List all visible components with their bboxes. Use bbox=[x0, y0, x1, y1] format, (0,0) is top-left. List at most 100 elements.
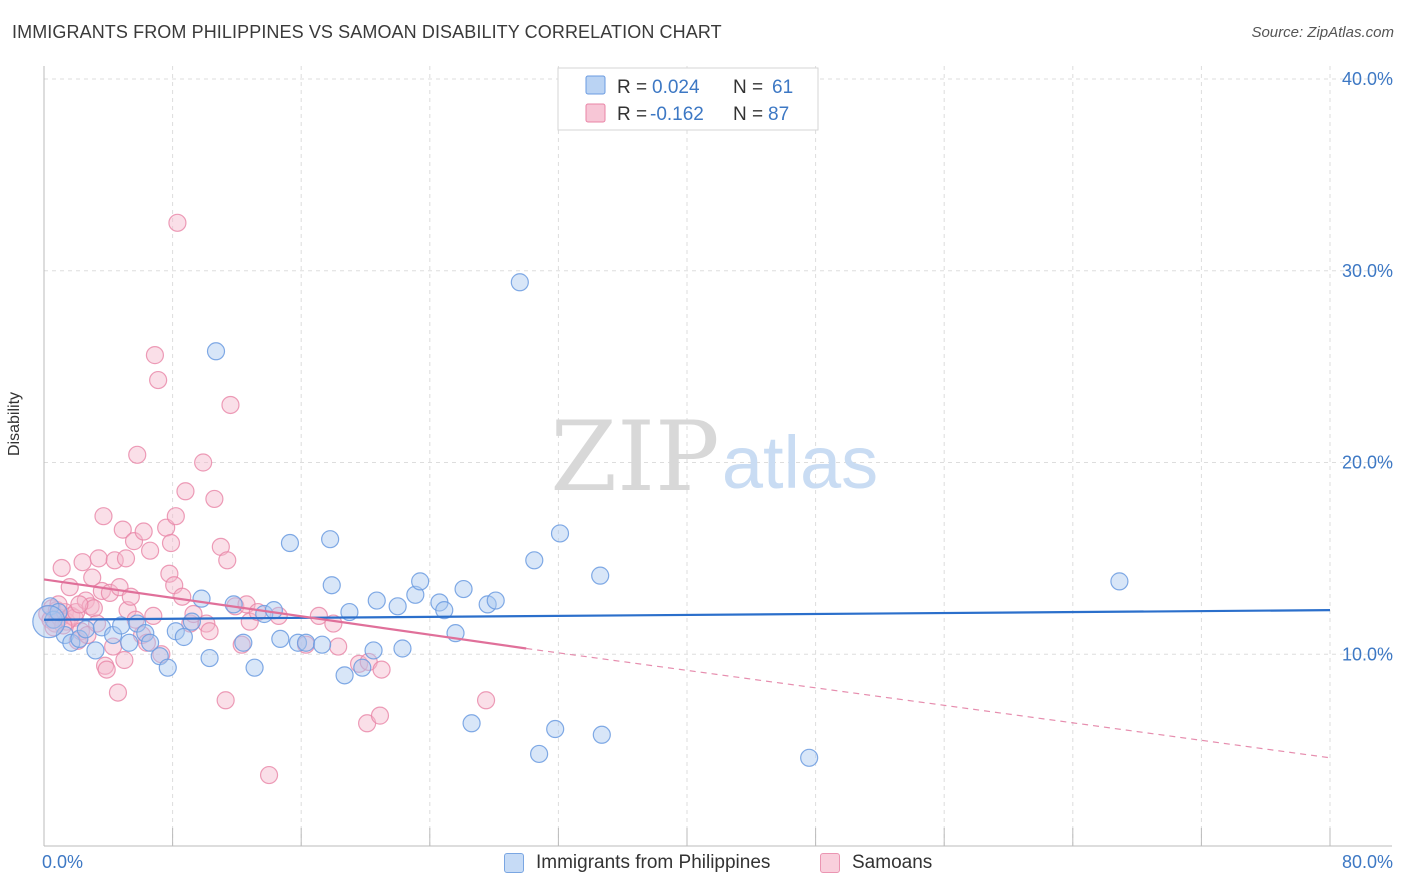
samoans-point bbox=[166, 507, 185, 526]
philippines-point bbox=[264, 601, 283, 620]
philippines-point bbox=[200, 648, 219, 668]
samoans-point bbox=[218, 551, 237, 570]
philippines-point bbox=[406, 585, 425, 604]
philippines-point bbox=[550, 524, 570, 543]
samoans-point bbox=[140, 541, 160, 560]
trend-lines bbox=[43, 578, 1331, 759]
philippines-point bbox=[462, 714, 481, 733]
watermark: ZIP atlas bbox=[550, 401, 878, 513]
samoans-point bbox=[73, 553, 92, 572]
philippines-point bbox=[486, 591, 505, 610]
philippines-point bbox=[364, 641, 383, 660]
philippines-point bbox=[174, 627, 193, 647]
philippines-point bbox=[112, 616, 131, 635]
samoans-point bbox=[97, 660, 116, 679]
samoans-point bbox=[205, 489, 224, 509]
philippines-point bbox=[388, 597, 407, 616]
philippines-point bbox=[182, 612, 201, 631]
legend-r-value: -0.162 bbox=[650, 104, 704, 125]
philippines-point bbox=[546, 719, 565, 739]
samoans-point bbox=[329, 637, 348, 656]
legend-swatch-pink bbox=[585, 103, 606, 123]
samoans-trend-line bbox=[43, 578, 527, 650]
y-tick-label: 40.0% bbox=[1342, 69, 1393, 89]
samoans-point bbox=[105, 551, 124, 570]
samoans-point bbox=[115, 650, 134, 670]
samoans-point bbox=[144, 606, 163, 626]
philippines-point bbox=[224, 595, 243, 614]
legend-item-samoans: Samoans bbox=[820, 852, 932, 874]
samoans-point bbox=[116, 549, 136, 568]
samoans-point bbox=[173, 587, 192, 606]
philippines-point bbox=[136, 624, 155, 643]
philippines-point bbox=[353, 658, 372, 677]
legend-r-value: 0.024 bbox=[652, 77, 700, 98]
y-tick-label: 30.0% bbox=[1342, 261, 1393, 281]
philippines-point bbox=[592, 725, 611, 744]
watermark-zip: ZIP bbox=[550, 401, 719, 513]
samoans-point bbox=[370, 706, 390, 725]
samoans-point bbox=[149, 370, 168, 390]
legend-r-label: R = bbox=[617, 104, 647, 125]
samoans-point bbox=[84, 599, 103, 618]
legend-top: R = 0.024 N = 61 R = -0.162 N = 87 bbox=[557, 67, 819, 131]
samoans-point bbox=[160, 564, 179, 583]
philippines-point bbox=[340, 602, 359, 622]
philippines-trend-line bbox=[43, 609, 1331, 621]
samoans-point bbox=[134, 522, 153, 541]
philippines-point bbox=[234, 633, 253, 652]
samoans-points bbox=[38, 213, 496, 785]
legend-n-label: N = bbox=[733, 104, 763, 125]
y-tick-label: 10.0% bbox=[1342, 644, 1393, 664]
philippines-point bbox=[271, 629, 290, 649]
philippines-point bbox=[70, 629, 89, 649]
legend-n-label: N = bbox=[733, 77, 763, 98]
legend-r-label: R = bbox=[617, 77, 647, 98]
gridlines bbox=[44, 66, 1392, 846]
philippines-point bbox=[206, 342, 226, 361]
philippines-point bbox=[140, 633, 160, 652]
chart-title: IMMIGRANTS FROM PHILIPPINES VS SAMOAN DI… bbox=[12, 22, 722, 42]
philippines-point bbox=[321, 530, 340, 549]
samoans-point bbox=[259, 765, 279, 785]
legend-label-philippines: Immigrants from Philippines bbox=[536, 852, 771, 873]
samoans-point bbox=[70, 595, 89, 614]
legend-swatch-blue bbox=[585, 75, 606, 95]
axes bbox=[43, 66, 1392, 847]
samoans-point bbox=[221, 395, 240, 415]
legend-swatch-blue bbox=[504, 853, 524, 873]
philippines-point bbox=[510, 273, 529, 292]
samoans-point bbox=[81, 597, 100, 616]
samoans-point bbox=[52, 558, 71, 578]
samoans-point bbox=[216, 691, 235, 710]
watermark-atlas: atlas bbox=[722, 421, 878, 504]
philippines-point bbox=[312, 635, 332, 654]
philippines-point bbox=[32, 605, 66, 639]
samoans-point bbox=[145, 346, 165, 365]
samoans-point bbox=[200, 622, 219, 641]
philippines-point bbox=[120, 633, 139, 652]
samoans-point bbox=[372, 660, 391, 679]
philippines-point bbox=[435, 601, 454, 620]
philippines-point bbox=[367, 591, 386, 610]
samoans-point bbox=[124, 532, 144, 551]
philippines-point bbox=[245, 658, 264, 677]
samoans-point bbox=[176, 482, 195, 501]
samoans-point bbox=[89, 549, 108, 568]
samoans-point bbox=[94, 507, 113, 526]
samoans-point bbox=[168, 213, 187, 232]
philippines-point bbox=[591, 566, 610, 585]
philippines-point bbox=[86, 641, 105, 660]
x-tick-label-max: 80.0% bbox=[1341, 852, 1393, 872]
philippines-point bbox=[296, 633, 316, 652]
philippines-points bbox=[32, 273, 1129, 767]
philippines-point bbox=[192, 589, 211, 608]
y-tick-label: 20.0% bbox=[1342, 453, 1393, 473]
legend-bottom: Immigrants from Philippines Samoans bbox=[0, 852, 1406, 878]
philippines-point bbox=[411, 572, 430, 591]
philippines-point bbox=[525, 551, 544, 570]
legend-label-samoans: Samoans bbox=[852, 852, 933, 873]
legend-swatch-pink bbox=[820, 853, 840, 873]
samoans-point bbox=[128, 445, 147, 464]
